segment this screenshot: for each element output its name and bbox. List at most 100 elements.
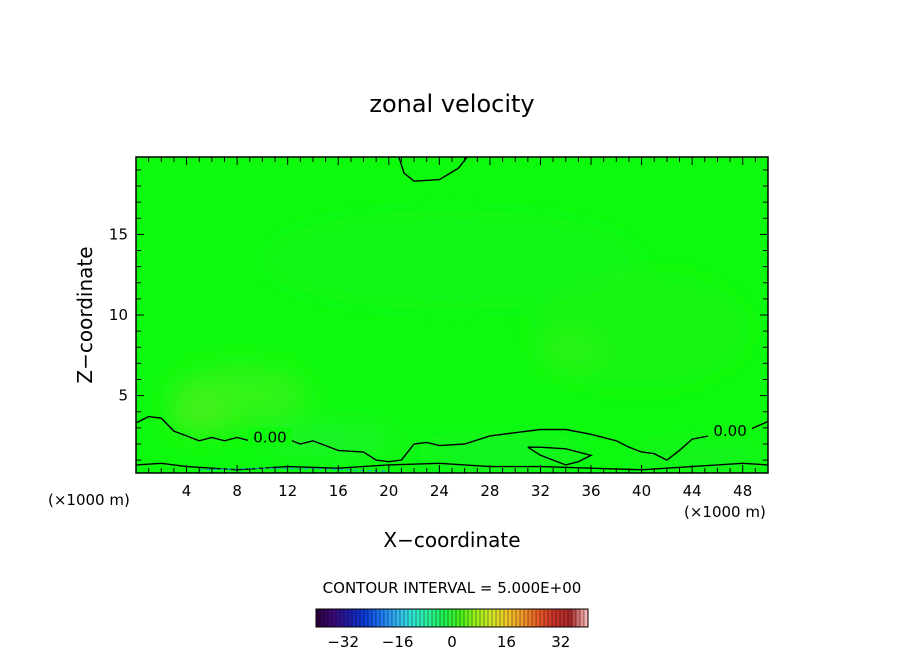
colorbar-cell-53	[527, 608, 533, 628]
y-axis: 5 10 15	[109, 169, 768, 461]
contour-line-1	[398, 157, 468, 182]
colorbar-cell-35	[455, 608, 461, 628]
colorbar-cell-37	[463, 608, 469, 628]
colorbar-cell-7	[343, 608, 349, 628]
x-tick-label-12: 12	[278, 482, 297, 500]
colorbar-cell-25	[415, 608, 421, 628]
colorbar-cell-54	[531, 608, 537, 628]
colorbar-cell-65	[575, 608, 581, 628]
x-tick-label-48: 48	[733, 482, 752, 500]
x-axis-label: X−coordinate	[383, 528, 520, 552]
colorbar-cell-13	[367, 608, 373, 628]
colorbar-cell-30	[435, 608, 441, 628]
contour-line-2	[527, 446, 593, 466]
colorbar-cell-4	[331, 608, 337, 628]
x-tick-label-16: 16	[329, 482, 348, 500]
colorbar-cell-0	[315, 608, 321, 628]
chart-title: zonal velocity	[369, 90, 534, 118]
colorbar-cell-60	[555, 608, 561, 628]
colorbar-cell-23	[407, 608, 413, 628]
colorbar-cell-27	[423, 608, 429, 628]
contour-labels: 0.00 0.00	[247, 421, 753, 447]
x-tick-label-4: 4	[182, 482, 192, 500]
colorbar-cell-40	[475, 608, 481, 628]
y-tick-label-5: 5	[118, 387, 128, 405]
colorbar-cell-17	[383, 608, 389, 628]
colorbar-cell-59	[551, 608, 557, 628]
colorbar-cell-31	[439, 608, 445, 628]
contour-interval-text: CONTOUR INTERVAL = 5.000E+00	[323, 579, 582, 597]
colorbar-tick-label-0: −32	[327, 633, 359, 651]
field-shading	[170, 210, 768, 465]
colorbar-cell-6	[339, 608, 345, 628]
colorbar-tick-label-4: 32	[551, 633, 570, 651]
x-tick-label-20: 20	[379, 482, 398, 500]
colorbar-cell-15	[375, 608, 381, 628]
colorbar-cell-34	[451, 608, 457, 628]
colorbar-cell-22	[403, 608, 409, 628]
colorbar-cell-33	[447, 608, 453, 628]
x-unit-right: (×1000 m)	[684, 503, 766, 521]
y-tick-label-15: 15	[109, 225, 128, 243]
colorbar-cell-61	[559, 608, 565, 628]
colorbar-cell-50	[515, 608, 521, 628]
x-tick-label-36: 36	[581, 482, 600, 500]
x-tick-label-44: 44	[683, 482, 702, 500]
x-tick-label-28: 28	[480, 482, 499, 500]
colorbar-cell-43	[487, 608, 493, 628]
colorbar: −32 −16 0 16 32	[315, 608, 589, 651]
colorbar-cell-38	[467, 608, 473, 628]
colorbar-cell-51	[519, 608, 525, 628]
contour-label-bg-0	[247, 427, 292, 446]
colorbar-cell-24	[411, 608, 417, 628]
contour-line-0	[136, 415, 768, 463]
colorbar-cell-58	[547, 608, 553, 628]
contour-label-bg-1	[708, 421, 753, 440]
colorbar-cell-39	[471, 608, 477, 628]
negative-contour-0	[199, 467, 389, 472]
contour-line-3	[136, 462, 768, 471]
y-axis-label: Z−coordinate	[73, 246, 97, 383]
colorbar-cell-56	[539, 608, 545, 628]
colorbar-cell-52	[523, 608, 529, 628]
colorbar-tick-label-3: 16	[497, 633, 516, 651]
colorbar-cell-3	[327, 608, 333, 628]
colorbar-tick-label-2: 0	[447, 633, 457, 651]
colorbar-cell-55	[535, 608, 541, 628]
contour-label-0: 0.00	[253, 429, 286, 447]
colorbar-cell-8	[347, 608, 353, 628]
colorbar-cell-32	[443, 608, 449, 628]
colorbar-cell-12	[363, 608, 369, 628]
x-tick-label-40: 40	[632, 482, 651, 500]
colorbar-cell-18	[387, 608, 393, 628]
colorbar-cell-41	[479, 608, 485, 628]
colorbar-tick-label-1: −16	[382, 633, 414, 651]
colorbar-cell-1	[319, 608, 325, 628]
colorbar-cell-63	[567, 608, 573, 628]
colorbar-cell-29	[431, 608, 437, 628]
colorbar-cell-26	[419, 608, 425, 628]
x-unit-left: (×1000 m)	[48, 491, 130, 509]
x-tick-label-8: 8	[232, 482, 242, 500]
colorbar-cell-36	[459, 608, 465, 628]
colorbar-cell-64	[571, 608, 577, 628]
colorbar-cell-48	[507, 608, 513, 628]
colorbar-cell-21	[399, 608, 405, 628]
colorbar-cell-5	[335, 608, 341, 628]
colorbar-cell-49	[511, 608, 517, 628]
colorbar-cell-57	[543, 608, 549, 628]
colorbar-cell-45	[495, 608, 501, 628]
contour-label-1: 0.00	[713, 422, 746, 440]
colorbar-cell-28	[427, 608, 433, 628]
colorbar-cell-46	[499, 608, 505, 628]
x-tick-label-32: 32	[531, 482, 550, 500]
colorbar-cell-11	[359, 608, 365, 628]
colorbar-frame	[315, 608, 589, 628]
colorbar-cell-14	[371, 608, 377, 628]
colorbar-cell-2	[323, 608, 329, 628]
colorbar-cell-47	[503, 608, 509, 628]
colorbar-cell-42	[483, 608, 489, 628]
colorbar-cell-20	[395, 608, 401, 628]
x-axis: 4 8 12 16 20 24 28 32 36 40 44 48	[148, 157, 756, 500]
